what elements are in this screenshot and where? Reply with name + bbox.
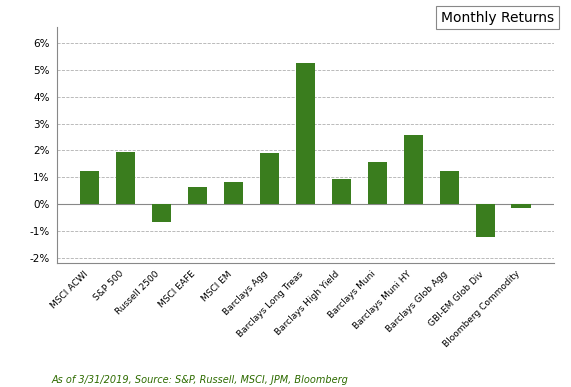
Bar (224, 182, 243, 204)
Bar (368, 162, 387, 204)
Bar (296, 63, 315, 204)
Bar (440, 171, 459, 204)
Bar (260, 152, 279, 204)
Bar (332, 180, 351, 204)
Text: Monthly Returns: Monthly Returns (441, 10, 554, 24)
Bar (476, 204, 495, 237)
Bar (152, 204, 171, 222)
Text: As of 3/31/2019, Source: S&P, Russell, MSCI, JPM, Bloomberg: As of 3/31/2019, Source: S&P, Russell, M… (51, 375, 348, 385)
Bar (188, 187, 207, 204)
Bar (116, 152, 135, 204)
Bar (404, 135, 423, 204)
Bar (80, 171, 99, 204)
Bar (512, 204, 531, 208)
